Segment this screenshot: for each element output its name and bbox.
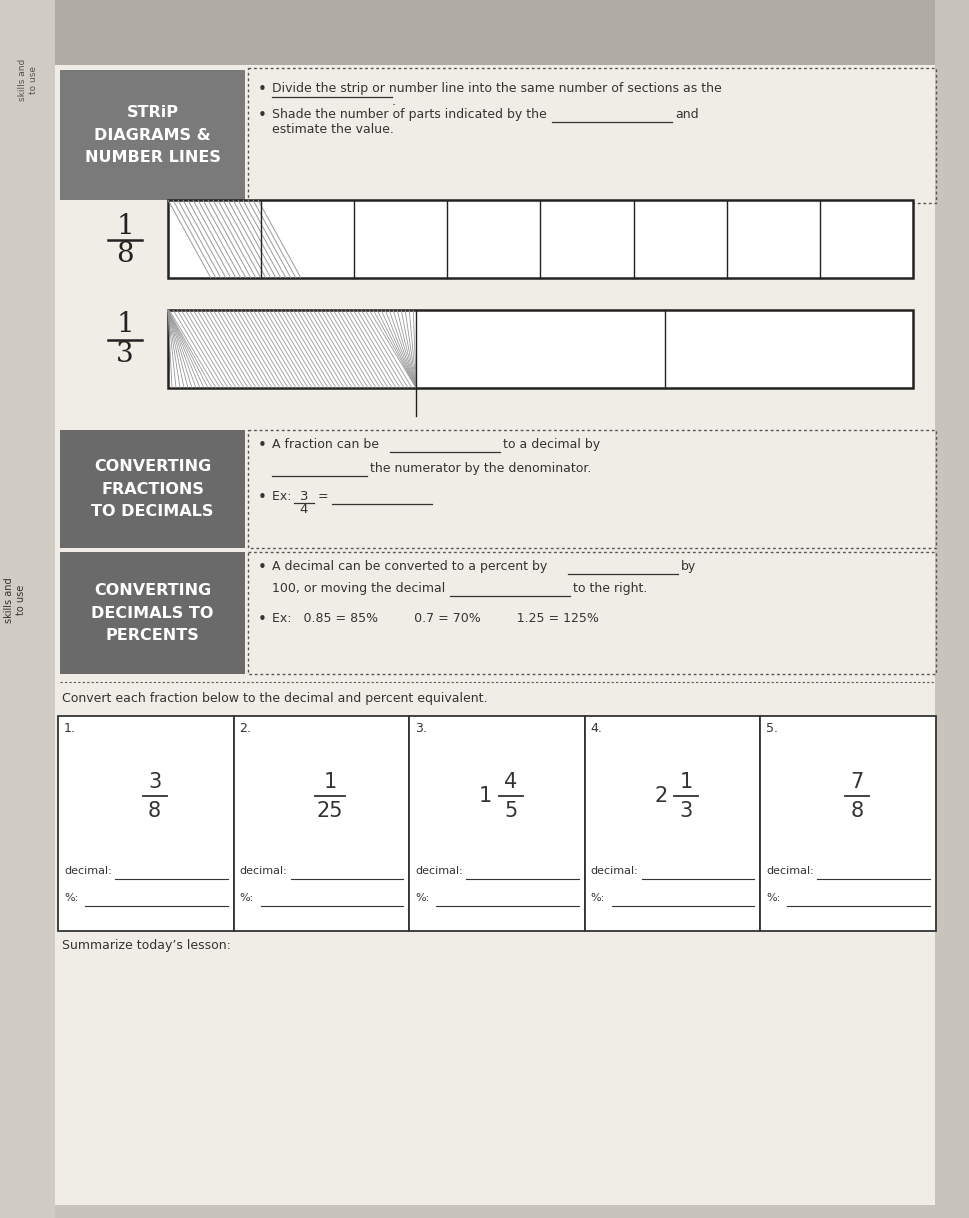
Text: 3: 3 <box>299 490 308 503</box>
Bar <box>409 716 584 931</box>
Text: 8: 8 <box>850 801 862 821</box>
Text: %:: %: <box>239 893 254 903</box>
Text: by: by <box>680 560 696 572</box>
Text: the numerator by the denominator.: the numerator by the denominator. <box>369 462 591 475</box>
Text: decimal:: decimal: <box>239 866 287 876</box>
Bar <box>0 0 55 1218</box>
Text: 4: 4 <box>504 772 516 792</box>
Text: 1: 1 <box>324 772 336 792</box>
Text: 25: 25 <box>317 801 343 821</box>
Text: 2: 2 <box>654 786 668 806</box>
Text: Convert each fraction below to the decimal and percent equivalent.: Convert each fraction below to the decim… <box>62 692 487 705</box>
Text: A fraction can be: A fraction can be <box>271 438 379 451</box>
Text: 1: 1 <box>116 312 134 339</box>
Text: decimal:: decimal: <box>766 866 813 876</box>
Text: 1: 1 <box>116 212 134 240</box>
Text: %:: %: <box>766 893 780 903</box>
Text: Ex:   0.85 = 85%         0.7 = 70%         1.25 = 125%: Ex: 0.85 = 85% 0.7 = 70% 1.25 = 125% <box>271 611 598 625</box>
Text: and: and <box>674 108 698 121</box>
Text: •: • <box>258 611 266 627</box>
Text: •: • <box>258 438 266 453</box>
Text: decimal:: decimal: <box>64 866 111 876</box>
Text: 1: 1 <box>679 772 692 792</box>
Text: STRiP
DIAGRAMS &
NUMBER LINES: STRiP DIAGRAMS & NUMBER LINES <box>84 105 220 164</box>
Text: •: • <box>258 108 266 123</box>
Bar <box>248 68 935 203</box>
Bar <box>60 69 245 200</box>
Text: to the right.: to the right. <box>573 582 646 596</box>
Text: 8: 8 <box>148 801 161 821</box>
Text: 8: 8 <box>116 240 134 268</box>
Text: •: • <box>258 490 266 505</box>
Text: 4.: 4. <box>590 722 602 734</box>
Text: %:: %: <box>64 893 78 903</box>
Text: •: • <box>258 560 266 575</box>
Text: 4: 4 <box>299 503 308 516</box>
Text: 5.: 5. <box>766 722 777 734</box>
Text: 3: 3 <box>116 341 134 369</box>
Bar <box>168 200 912 278</box>
Bar <box>248 430 935 548</box>
Text: Shade the number of parts indicated by the: Shade the number of parts indicated by t… <box>271 108 547 121</box>
Bar <box>234 716 409 931</box>
Bar <box>168 311 912 389</box>
Text: 5: 5 <box>504 801 516 821</box>
Text: 100, or moving the decimal: 100, or moving the decimal <box>271 582 445 596</box>
Bar <box>248 552 935 674</box>
Text: 2.: 2. <box>239 722 251 734</box>
Text: =: = <box>318 490 328 503</box>
Text: skills and
to use: skills and to use <box>18 58 38 101</box>
Text: to a decimal by: to a decimal by <box>503 438 600 451</box>
Bar <box>58 716 234 931</box>
Text: 1: 1 <box>479 786 492 806</box>
Text: 1.: 1. <box>64 722 76 734</box>
Text: %:: %: <box>415 893 429 903</box>
Text: %:: %: <box>590 893 605 903</box>
Text: 7: 7 <box>850 772 862 792</box>
Text: Divide the strip or number line into the same number of sections as the: Divide the strip or number line into the… <box>271 82 721 95</box>
Text: •: • <box>258 82 266 97</box>
Bar <box>60 552 245 674</box>
Bar <box>55 0 934 65</box>
Text: decimal:: decimal: <box>590 866 638 876</box>
Bar <box>760 716 935 931</box>
Text: CONVERTING
DECIMALS TO
PERCENTS: CONVERTING DECIMALS TO PERCENTS <box>91 583 213 643</box>
Text: skills and
to use: skills and to use <box>4 577 26 622</box>
Text: .: . <box>391 95 395 108</box>
Text: Ex:: Ex: <box>271 490 296 503</box>
Text: A decimal can be converted to a percent by: A decimal can be converted to a percent … <box>271 560 547 572</box>
Bar <box>584 716 760 931</box>
Text: 3.: 3. <box>415 722 426 734</box>
Text: estimate the value.: estimate the value. <box>271 123 393 136</box>
Text: 3: 3 <box>679 801 692 821</box>
Text: Summarize today’s lesson:: Summarize today’s lesson: <box>62 939 231 952</box>
Bar <box>60 430 245 548</box>
Text: decimal:: decimal: <box>415 866 462 876</box>
Text: CONVERTING
FRACTIONS
TO DECIMALS: CONVERTING FRACTIONS TO DECIMALS <box>91 459 213 519</box>
Text: 3: 3 <box>148 772 161 792</box>
